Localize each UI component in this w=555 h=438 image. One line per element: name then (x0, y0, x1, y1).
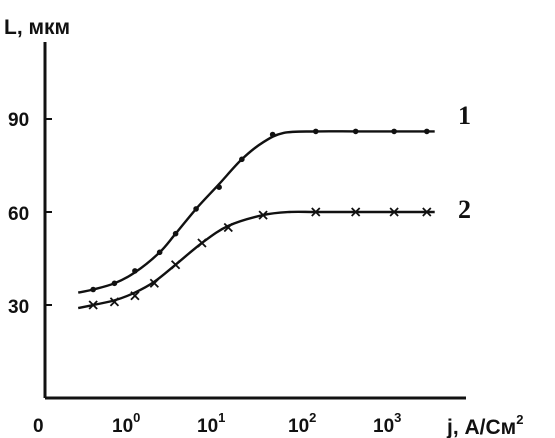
series-2-point-5 (197, 238, 207, 248)
series-1-point-1 (111, 280, 118, 287)
x-tick-100-exp: 2 (309, 410, 316, 425)
series-2-point-2-stroke-b (130, 291, 140, 301)
series-1-point-5 (193, 206, 199, 212)
series-1-point-4 (172, 230, 179, 237)
series-2-point-11 (422, 207, 432, 217)
y-tick-60: 60 (8, 204, 29, 225)
x-tick-10-base: 10 (197, 416, 218, 437)
plot-area (45, 118, 435, 310)
series-2-point-7-stroke-b (258, 210, 268, 220)
y-tick-90: 90 (8, 110, 29, 131)
series-1-point-7 (239, 156, 245, 163)
series-2-point-0-stroke-b (88, 300, 98, 310)
series-1-point-11 (391, 128, 397, 135)
series-2-point-1 (109, 297, 120, 307)
series-1-line (77, 130, 435, 294)
series-2-point-7 (258, 210, 268, 220)
x-tick-1: 100 (112, 410, 140, 437)
x-tick-1000: 103 (373, 410, 401, 437)
x-tick-10-exp: 1 (218, 410, 225, 425)
series-2-point-5-stroke-b (197, 238, 207, 248)
series-1-point-0 (90, 286, 96, 293)
series-1-label: 1 (458, 101, 471, 130)
x-tick-1000-exp: 3 (394, 410, 401, 425)
series-1-point-12 (424, 128, 430, 135)
x-tick-1-exp: 0 (133, 410, 140, 425)
series-2-point-4 (170, 260, 181, 270)
series-2-point-4-stroke-b (170, 260, 181, 270)
series-2-point-11-stroke-b (422, 207, 432, 217)
series-1-point-2 (132, 268, 138, 274)
x-origin-label: 0 (33, 416, 44, 437)
x-tick-10: 101 (197, 410, 225, 437)
series-2-point-3-stroke-b (149, 278, 159, 288)
series-2-point-8 (311, 207, 321, 217)
series-2-point-6 (223, 222, 233, 233)
x-tick-1-base: 10 (112, 416, 133, 437)
series-2-point-0 (88, 300, 98, 310)
x-tick-1000-base: 10 (373, 416, 394, 437)
y-tick-30: 30 (8, 297, 29, 318)
x-axis-label: j, А/См2 (446, 412, 523, 438)
series-2-point-3 (149, 278, 159, 288)
series-1-point-9 (312, 128, 319, 135)
series-2-point-10 (389, 207, 399, 217)
series-2-label: 2 (458, 195, 471, 224)
series-1-point-10 (352, 128, 359, 135)
series-2-point-1-stroke-b (109, 297, 120, 307)
x-tick-100: 102 (288, 410, 316, 437)
series-2-point-2 (130, 291, 140, 301)
series-1-point-6 (216, 184, 222, 190)
x-axis-label-text: j, А/См (446, 416, 516, 438)
x-axis-label-sup: 2 (516, 412, 523, 427)
series-2-point-8-stroke-b (311, 207, 321, 217)
y-axis-label: L, мкм (4, 16, 70, 39)
series-2-point-9-stroke-b (351, 207, 361, 217)
series-2-point-9 (351, 207, 361, 217)
x-tick-100-base: 10 (288, 416, 309, 437)
series-1-point-8 (269, 131, 276, 138)
series-1-point-3 (156, 249, 163, 256)
series-2-point-6-stroke-b (223, 222, 233, 233)
series-2-point-10-stroke-b (389, 207, 399, 217)
